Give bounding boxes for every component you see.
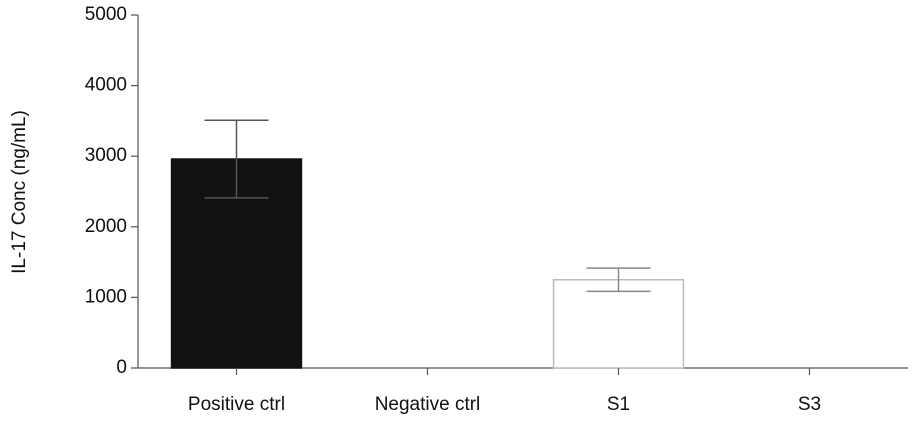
- y-tick-label: 5000: [85, 4, 127, 25]
- x-tick-label: Negative ctrl: [375, 394, 481, 415]
- y-tick-label: 0: [116, 357, 127, 378]
- bar: [552, 279, 685, 369]
- y-axis-label: IL-17 Conc (ng/mL): [9, 110, 30, 274]
- x-tick-label: S3: [798, 394, 821, 415]
- x-tick-label: Positive ctrl: [188, 394, 285, 415]
- y-tick-label: 2000: [85, 216, 127, 237]
- x-tick-label: S1: [607, 394, 630, 415]
- y-tick-label: 1000: [85, 286, 127, 307]
- y-tick-label: 3000: [85, 145, 127, 166]
- y-tick-label: 4000: [85, 75, 127, 96]
